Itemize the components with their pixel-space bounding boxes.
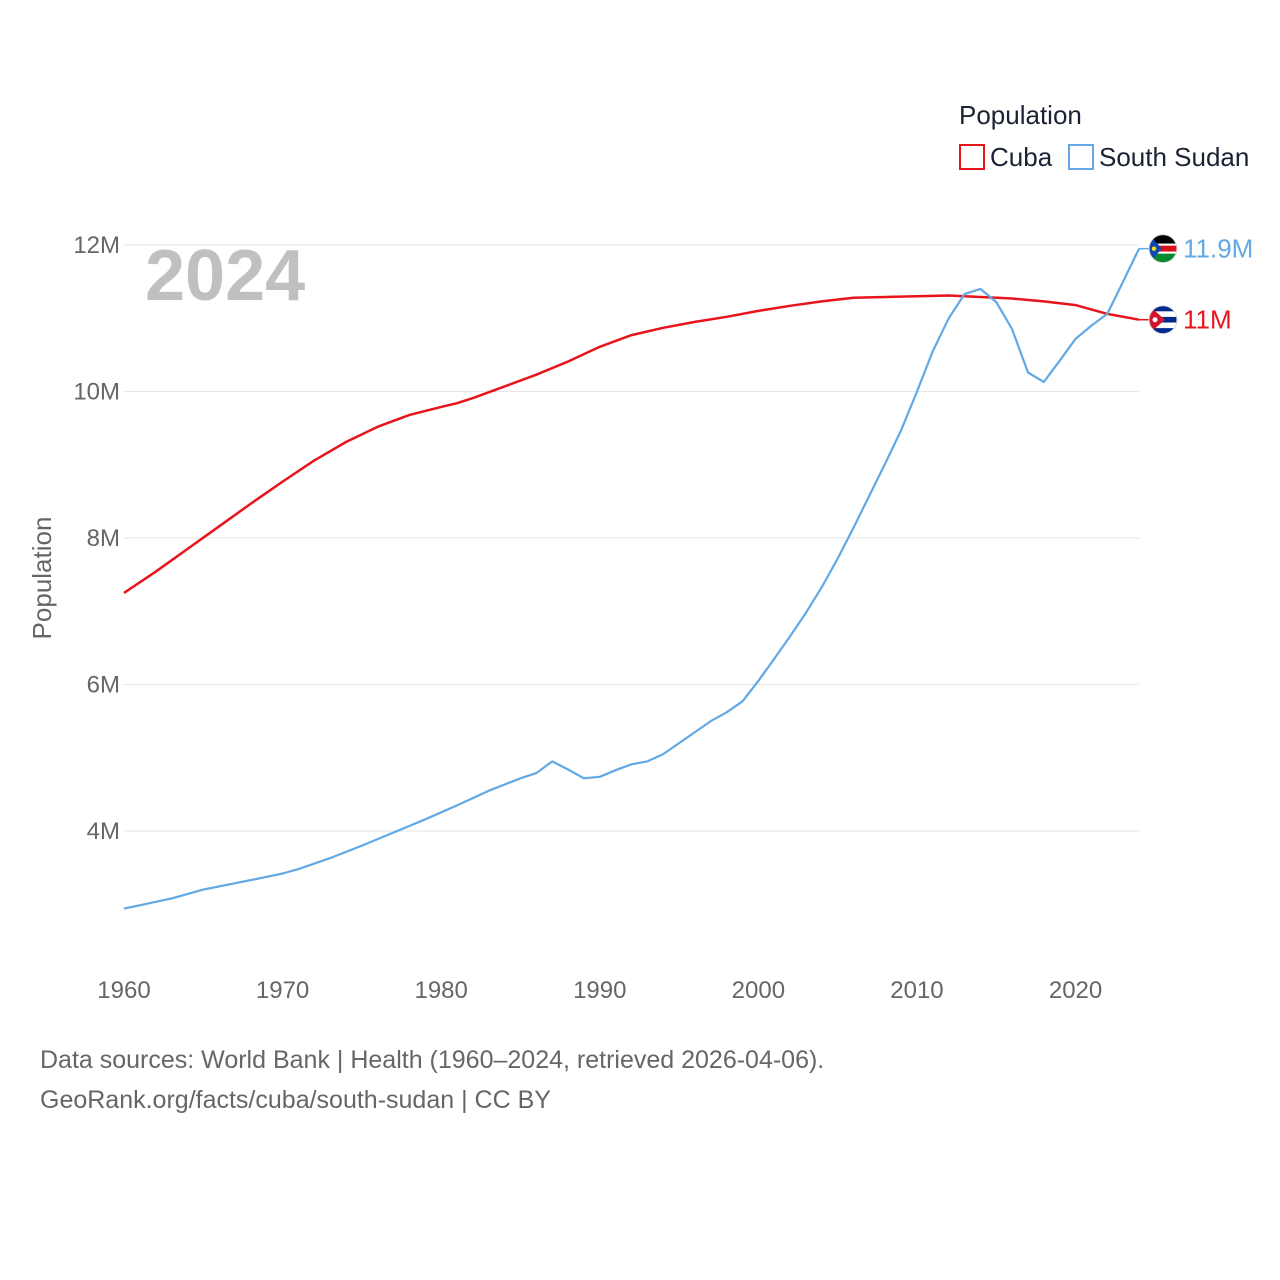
- x-tick-label: 1960: [97, 977, 150, 1004]
- y-axis-label: Population: [27, 517, 57, 640]
- gridlines: [124, 244, 1139, 832]
- series-end-markers: 11M 11.9M: [1139, 234, 1253, 335]
- legend-item-cuba[interactable]: Cuba: [959, 142, 1053, 172]
- y-tick-label: 4M: [87, 818, 120, 845]
- legend-title: Population: [959, 100, 1082, 130]
- series-line-cuba[interactable]: [123, 294, 1140, 594]
- year-watermark: 2024: [145, 236, 305, 316]
- cuba-flag-icon: [1148, 305, 1178, 335]
- x-tick-label: 1980: [414, 977, 467, 1004]
- x-axis-ticks: 1960 1970 1980 1990 2000 2010 2020: [97, 977, 1102, 1004]
- source-line-1: Data sources: World Bank | Health (1960–…: [40, 1046, 825, 1074]
- legend-label-cuba: Cuba: [990, 142, 1053, 172]
- x-tick-label: 2010: [890, 977, 943, 1004]
- legend-label-south-sudan: South Sudan: [1099, 142, 1249, 172]
- source-note: Data sources: World Bank | Health (1960–…: [40, 1040, 1240, 1120]
- x-tick-label: 2000: [732, 977, 785, 1004]
- source-line-2: GeoRank.org/facts/cuba/south-sudan | CC …: [40, 1086, 551, 1114]
- legend-swatch-south-sudan: [1068, 144, 1094, 170]
- y-tick-label: 10M: [73, 379, 120, 406]
- end-value-label-south-sudan: 11.9M: [1183, 234, 1253, 264]
- legend-item-south-sudan[interactable]: South Sudan: [1068, 142, 1249, 172]
- y-tick-label: 8M: [87, 525, 120, 552]
- x-tick-label: 1970: [256, 977, 309, 1004]
- y-axis-ticks: 4M 6M 8M 10M 12M: [73, 232, 120, 845]
- legend-swatch-cuba: [959, 144, 985, 170]
- end-value-label-cuba: 11M: [1183, 305, 1232, 335]
- x-tick-label: 1990: [573, 977, 626, 1004]
- south-sudan-flag-icon: [1148, 234, 1178, 264]
- y-tick-label: 12M: [73, 232, 120, 259]
- y-tick-label: 6M: [87, 672, 120, 699]
- legend[interactable]: Population Cuba South Sudan: [959, 100, 1249, 172]
- x-tick-label: 2020: [1049, 977, 1102, 1004]
- series-line-south-sudan[interactable]: [123, 248, 1140, 910]
- series-lines: [123, 248, 1140, 910]
